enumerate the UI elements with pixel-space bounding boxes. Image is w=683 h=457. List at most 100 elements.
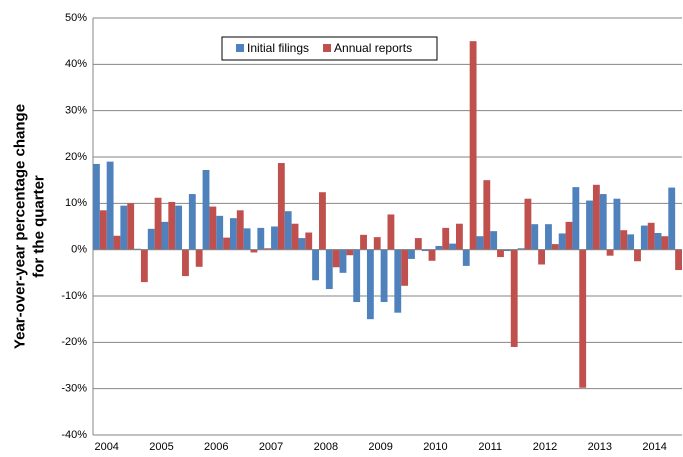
- bar: [195, 249, 203, 267]
- bar: [613, 198, 621, 250]
- bar: [339, 249, 347, 273]
- bar: [202, 169, 210, 250]
- bar: [524, 198, 532, 250]
- bar: [517, 248, 525, 250]
- x-tick-label: 2007: [259, 441, 283, 453]
- bar: [366, 249, 374, 320]
- bar: [428, 249, 436, 261]
- bar: [565, 221, 573, 250]
- bar: [154, 197, 162, 250]
- x-tick-label: 2012: [533, 441, 557, 453]
- y-tick-label: 0%: [71, 244, 87, 256]
- bar: [435, 245, 443, 250]
- bar: [380, 249, 388, 303]
- x-tick-label: 2005: [149, 441, 173, 453]
- bar: [545, 224, 552, 250]
- bar: [394, 249, 402, 313]
- bar: [305, 232, 313, 250]
- y-tick-label: -40%: [61, 429, 87, 441]
- x-tick-label: 2014: [642, 441, 666, 453]
- bar: [599, 194, 607, 250]
- bar: [250, 249, 258, 253]
- bar: [606, 249, 614, 256]
- bar: [462, 249, 470, 266]
- bar: [106, 161, 114, 250]
- bar: [634, 249, 641, 262]
- bar: [319, 192, 326, 250]
- y-axis-title-line: Year-over-year percentage change: [11, 104, 28, 349]
- bar: [298, 238, 306, 250]
- x-tick-label: 2013: [588, 441, 612, 453]
- bar: [284, 211, 292, 250]
- bar: [243, 228, 251, 250]
- bar: [236, 210, 244, 250]
- bar: [647, 222, 655, 250]
- bar: [325, 249, 333, 290]
- bar: [346, 249, 354, 256]
- bar: [387, 214, 395, 250]
- bar: [120, 205, 128, 250]
- bar: [476, 236, 484, 250]
- bar: [140, 249, 148, 283]
- y-tick-label: 10%: [65, 197, 87, 209]
- bar: [312, 249, 320, 281]
- bar: [503, 249, 511, 252]
- bar: [572, 187, 580, 250]
- bar: [113, 235, 121, 250]
- bar: [229, 218, 237, 250]
- bar: [442, 227, 450, 250]
- bar: [421, 249, 429, 252]
- bar: [93, 163, 100, 250]
- bar: [661, 236, 669, 250]
- bar: [497, 249, 504, 258]
- bar: [264, 248, 272, 250]
- bar: [257, 227, 265, 250]
- bar: [175, 205, 183, 250]
- bar: [414, 238, 422, 250]
- x-tick-label: 2004: [94, 441, 118, 453]
- bar: [188, 194, 196, 250]
- legend-label: Annual reports: [334, 41, 412, 55]
- bar: [353, 249, 361, 303]
- bar: [675, 249, 682, 271]
- bar: [216, 215, 224, 250]
- bar: [373, 237, 381, 250]
- bar: [668, 187, 676, 250]
- y-tick-label: -20%: [61, 336, 87, 348]
- y-tick-label: -30%: [61, 383, 87, 395]
- bar: [551, 244, 559, 250]
- legend-swatch: [236, 44, 244, 52]
- x-tick-label: 2011: [478, 441, 502, 453]
- bar: [640, 225, 648, 250]
- bar: [558, 233, 566, 250]
- y-axis-title-line: for the quarter: [30, 175, 47, 278]
- bar: [161, 221, 169, 250]
- bar: [469, 41, 477, 250]
- bar: [510, 249, 518, 347]
- bar: [490, 231, 498, 250]
- bar: [291, 223, 299, 250]
- x-tick-label: 2008: [314, 441, 338, 453]
- bar: [147, 228, 155, 250]
- bar: [592, 184, 600, 250]
- bar: [360, 234, 367, 250]
- bar: [455, 223, 463, 250]
- y-tick-label: 40%: [65, 58, 87, 70]
- bar: [127, 203, 135, 250]
- bar: [168, 201, 176, 250]
- bar: [408, 249, 415, 259]
- legend-swatch: [323, 44, 332, 52]
- bar: [277, 163, 285, 250]
- x-tick-label: 2010: [423, 441, 447, 453]
- bar: [332, 249, 340, 268]
- y-axis-title: Year-over-year percentage change for the …: [11, 104, 47, 349]
- bar: [627, 234, 635, 250]
- x-tick-label: 2009: [368, 441, 392, 453]
- bar: [654, 232, 662, 250]
- bar: [401, 249, 409, 286]
- bar: [271, 226, 278, 250]
- bar: [209, 206, 217, 250]
- bar: [223, 237, 230, 250]
- bar: [586, 200, 593, 250]
